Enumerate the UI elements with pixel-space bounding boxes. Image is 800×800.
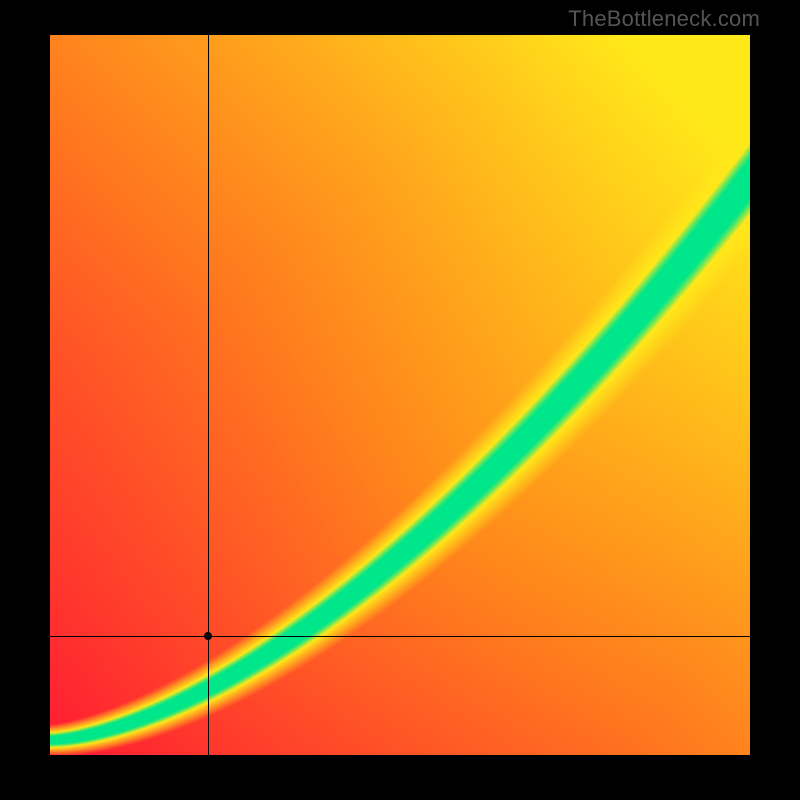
chart-container: TheBottleneck.com (0, 0, 800, 800)
plot-area (50, 35, 750, 755)
crosshair-horizontal (50, 636, 750, 637)
marker-dot (204, 632, 212, 640)
watermark-text: TheBottleneck.com (568, 6, 760, 32)
heatmap-canvas (50, 35, 750, 755)
crosshair-vertical (208, 35, 209, 755)
